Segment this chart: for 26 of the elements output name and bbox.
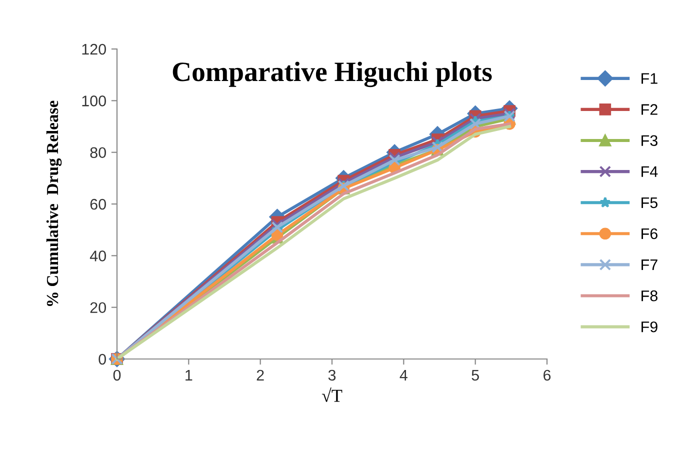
legend-label: F1 (642, 73, 658, 84)
y-tick-label: 0 (98, 354, 106, 365)
x-tick-label: 1 (186, 370, 192, 380)
x-tick-label: 3 (328, 370, 336, 381)
y-tick-label: 80 (90, 147, 106, 158)
legend-label: F2 (642, 104, 658, 115)
legend-label: F3 (642, 135, 658, 146)
x-tick-label: 4 (400, 370, 408, 380)
x-tick-label: 0 (113, 370, 121, 381)
y-tick-label: 40 (90, 250, 106, 262)
x-tick-label: 6 (544, 370, 551, 381)
legend-label: F5 (642, 197, 658, 208)
y-tick-label: 120 (82, 44, 106, 55)
legend-label: F6 (642, 228, 658, 240)
y-tick-label: 60 (90, 198, 106, 210)
y-tick-label: 20 (90, 302, 106, 314)
y-axis-title: % Cumulative Drug Release (46, 100, 62, 306)
y-tick-label: 100 (82, 96, 106, 106)
x-axis-title: √T (322, 387, 342, 402)
legend-label: F4 (642, 166, 658, 177)
legend-label: F9 (642, 321, 658, 332)
x-tick-label: 2 (256, 370, 264, 380)
chart-title: Comparative Higuchi plots (172, 62, 492, 88)
legend-label: F7 (642, 260, 658, 270)
legend-label: F8 (642, 290, 658, 302)
x-tick-label: 5 (472, 370, 479, 381)
